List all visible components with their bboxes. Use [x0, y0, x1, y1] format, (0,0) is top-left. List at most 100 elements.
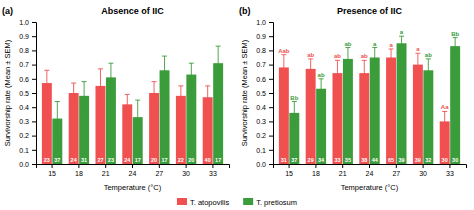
- annotation: ab: [334, 53, 341, 59]
- tick: 0.9: [19, 33, 36, 40]
- tick-label: 18: [312, 170, 320, 177]
- tick: 1.0: [19, 19, 36, 26]
- n-label: 38: [361, 157, 367, 163]
- error-bar: [389, 49, 394, 66]
- annotation: a: [389, 42, 393, 48]
- bar: [423, 70, 433, 164]
- tick-label: 0.4: [19, 104, 29, 111]
- tick-mark: [369, 164, 370, 168]
- tick-mark: [212, 164, 213, 168]
- annotation: ab: [344, 41, 351, 47]
- n-label: 30: [452, 157, 458, 163]
- n-label: 29: [308, 157, 314, 163]
- tick: 33: [446, 164, 454, 177]
- bar: [186, 75, 196, 164]
- x-axis-title: Temperature (°C): [104, 183, 162, 192]
- error-bar: [362, 60, 367, 86]
- tick-mark: [32, 50, 36, 51]
- tick: 0.4: [19, 104, 36, 111]
- tick: 0.0: [256, 161, 273, 168]
- tick: 0.8: [19, 47, 36, 54]
- bar: [413, 65, 423, 164]
- n-label: 24: [124, 157, 131, 163]
- tick-label: 15: [48, 170, 56, 177]
- tick-mark: [32, 36, 36, 37]
- error-bar: [319, 79, 324, 99]
- error-bar: [205, 86, 210, 109]
- y-axis: 0.00.10.20.30.40.50.60.70.80.91.0: [19, 19, 36, 168]
- tick-label: 0.9: [256, 33, 266, 40]
- tick-mark: [289, 164, 290, 168]
- tick: 0.1: [256, 147, 273, 154]
- y-axis: 0.00.10.20.30.40.50.60.70.80.91.0: [256, 19, 273, 168]
- tick-label: 33: [209, 170, 217, 177]
- n-label: 24: [71, 157, 78, 163]
- axis-line: [37, 165, 230, 169]
- tick-label: 0.0: [19, 161, 29, 168]
- tick: 30: [182, 164, 190, 177]
- tick-label: 24: [129, 170, 137, 177]
- tick-label: 27: [155, 170, 163, 177]
- error-bar: [415, 53, 420, 76]
- annotation: ab: [425, 52, 432, 58]
- tick-label: 0.8: [19, 47, 29, 54]
- error-bar: [453, 38, 458, 55]
- tick-mark: [269, 36, 273, 37]
- tick-label: 0.3: [19, 118, 29, 125]
- error-bar: [426, 59, 431, 82]
- n-label: 27: [97, 157, 103, 163]
- tick-label: 27: [392, 170, 400, 177]
- tick-mark: [32, 150, 36, 151]
- tick: 0.1: [19, 147, 36, 154]
- tick-label: 1.0: [256, 19, 266, 26]
- tick: 15: [285, 164, 293, 177]
- panel: 0.00.10.20.30.40.50.60.70.80.91.01518212…: [239, 6, 467, 192]
- n-label: 17: [215, 157, 221, 163]
- tick-label: 21: [102, 170, 110, 177]
- error-bar: [125, 94, 130, 114]
- error-bar: [178, 86, 183, 106]
- tick-label: 0.5: [19, 90, 29, 97]
- tick: 30: [419, 164, 427, 177]
- bar: [397, 43, 407, 164]
- tick: 21: [102, 164, 110, 177]
- tick: 0.7: [256, 61, 273, 68]
- tick: 0.6: [256, 76, 273, 83]
- x-axis-title: Temperature (°C): [341, 183, 399, 192]
- y-axis-title: Survivorship rate (Mean ± SEM): [3, 39, 12, 146]
- tick: 0.2: [256, 132, 273, 139]
- tick-mark: [269, 107, 273, 108]
- tick-mark: [269, 22, 273, 23]
- bar: [316, 89, 326, 164]
- tick-label: 0.2: [256, 132, 266, 139]
- tick: 18: [312, 164, 320, 177]
- n-label: 32: [425, 157, 431, 163]
- tick: 0.5: [256, 90, 273, 97]
- labels: 31Aab29ab33ab38ab65a39a30Aa37Bb34ab35ab4…: [278, 29, 459, 163]
- tick-mark: [32, 65, 36, 66]
- tick: 0.2: [19, 132, 36, 139]
- n-label: 31: [281, 157, 287, 163]
- tick: 24: [366, 164, 374, 177]
- legend-swatch: [177, 198, 187, 205]
- tick-mark: [132, 164, 133, 168]
- tick-label: 30: [182, 170, 190, 177]
- n-label: 39: [415, 157, 421, 163]
- axis-line: [274, 165, 467, 169]
- annotation: ab: [318, 72, 325, 78]
- error-bar: [82, 82, 87, 110]
- n-label: 44: [372, 157, 379, 163]
- tick-mark: [32, 136, 36, 137]
- axis-line: [32, 23, 37, 165]
- tick: 0.9: [256, 33, 273, 40]
- tick-mark: [269, 65, 273, 66]
- marks: [42, 46, 223, 164]
- tick-label: 0.2: [19, 132, 29, 139]
- legend-swatch: [243, 198, 253, 205]
- tick-label: 0.3: [256, 118, 266, 125]
- n-label: 65: [388, 157, 394, 163]
- tick-label: 0.6: [19, 76, 29, 83]
- error-bar: [152, 82, 157, 105]
- bar: [343, 59, 353, 164]
- tick-label: 30: [419, 170, 427, 177]
